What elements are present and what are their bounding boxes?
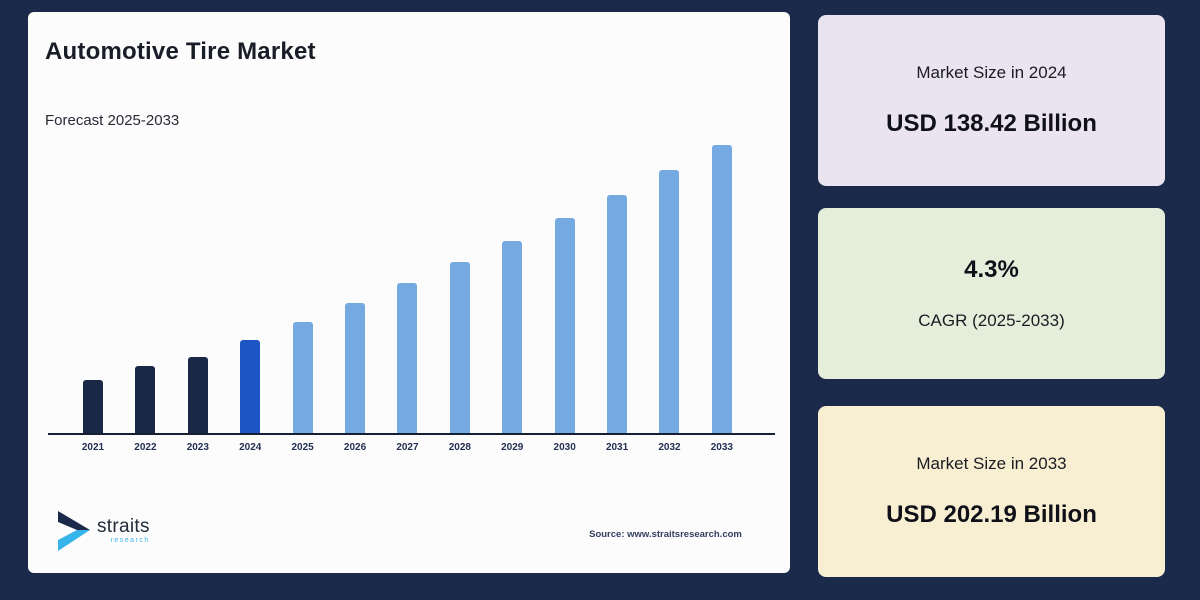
bar-cell-2027 (389, 283, 425, 433)
chart-panel: Automotive Tire Market Forecast 2025-203… (28, 12, 790, 573)
bar-cell-2023 (180, 357, 216, 433)
x-axis-label-2028: 2028 (448, 442, 471, 453)
stat-label: Market Size in 2033 (916, 454, 1067, 473)
bar-2021 (83, 380, 103, 433)
bar-cell-2021 (75, 380, 111, 433)
x-axis-label-2033: 2033 (710, 442, 733, 453)
bar-2022 (135, 366, 156, 433)
x-axis-label-2024: 2024 (239, 442, 262, 453)
stat-card-cagr: 4.3% CAGR (2025-2033) (818, 208, 1165, 379)
bar-2033 (711, 145, 732, 433)
source-attribution: Source: www.straitsresearch.com (589, 529, 742, 540)
bar-cell-2026 (337, 303, 373, 433)
bar-2030 (554, 218, 575, 433)
bar-cell-2032 (651, 170, 687, 433)
bar-2031 (607, 195, 628, 433)
straits-logo-icon (58, 511, 90, 551)
chart-subtitle: Forecast 2025-2033 (45, 112, 180, 129)
stat-card-market-size-2024: Market Size in 2024 USD 138.42 Billion (818, 15, 1165, 186)
x-axis-label-2032: 2032 (658, 442, 681, 453)
bar-chart: 2021 2022 2023 2024 2025 2026 2027 2028 2029 2030… (48, 135, 775, 453)
bar-2023 (187, 357, 208, 433)
x-axis-label-2027: 2027 (396, 442, 419, 453)
bar-2024 (240, 340, 261, 433)
bar-cell-2022 (127, 366, 163, 433)
bar-cell-2033 (704, 145, 740, 433)
stat-value: USD 202.19 Billion (886, 501, 1097, 528)
bar-2028 (449, 262, 470, 433)
bar-2026 (345, 303, 366, 433)
stat-value: 4.3% (964, 256, 1019, 283)
logo-brand-subtext: research (110, 537, 150, 544)
x-axis-labels: 2021 2022 2023 2024 2025 2026 2027 2028 2029 2030… (48, 442, 775, 453)
x-axis-label-2030: 2030 (553, 442, 576, 453)
bar-2029 (502, 241, 523, 433)
bar-cell-2025 (285, 322, 321, 433)
x-axis-label-2022: 2022 (134, 442, 157, 453)
bar-cell-2030 (547, 218, 583, 433)
bar-cell-2028 (442, 262, 478, 433)
bar-2027 (397, 283, 418, 433)
page-title: Automotive Tire Market (45, 38, 316, 65)
bar-cell-2029 (494, 241, 530, 433)
stat-label: Market Size in 2024 (916, 63, 1067, 82)
x-axis-label-2031: 2031 (605, 442, 629, 453)
straits-research-logo: straits research (56, 510, 150, 552)
x-axis-label-2021: 2021 (81, 442, 105, 453)
x-axis-label-2023: 2023 (186, 442, 209, 453)
stat-card-market-size-2033: Market Size in 2033 USD 202.19 Billion (818, 406, 1165, 577)
stat-value: USD 138.42 Billion (886, 110, 1097, 137)
bar-2025 (292, 322, 313, 433)
bar-2032 (659, 170, 680, 433)
logo-wordmark: straits research (97, 517, 150, 545)
bar-chart-plot-area (48, 135, 775, 435)
bar-cell-2024 (232, 340, 268, 433)
bar-cell-2031 (599, 195, 635, 433)
x-axis-label-2025: 2025 (291, 442, 314, 453)
x-axis-label-2026: 2026 (343, 442, 367, 453)
stat-label: CAGR (2025-2033) (918, 311, 1065, 330)
logo-brand-text: straits (97, 516, 150, 537)
x-axis-label-2029: 2029 (501, 442, 524, 453)
